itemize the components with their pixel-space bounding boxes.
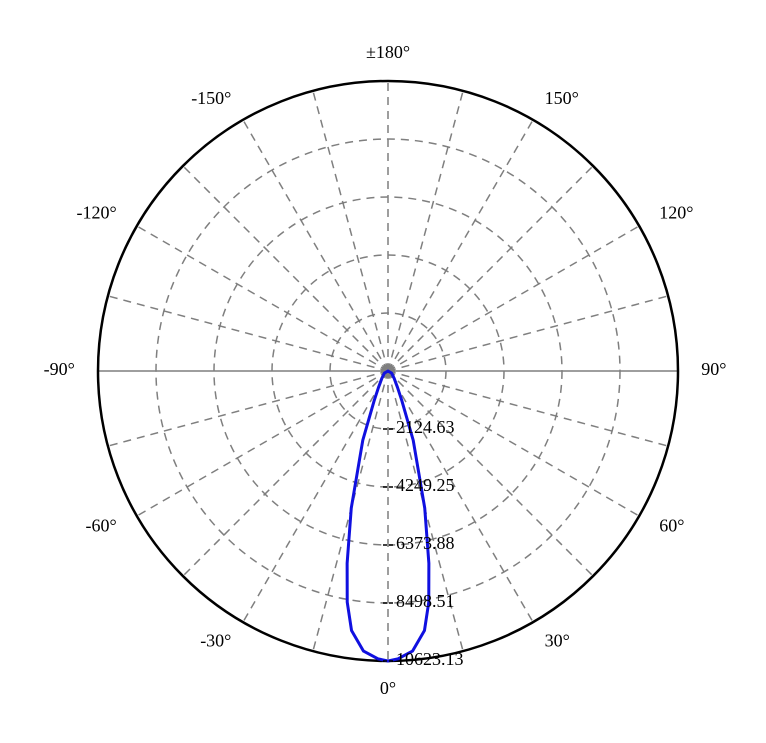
- angle-label: 120°: [659, 203, 693, 223]
- angle-label: -150°: [191, 88, 231, 108]
- angle-label: -90°: [44, 359, 75, 379]
- angle-label: 30°: [545, 630, 570, 650]
- radial-label: 6373.88: [396, 533, 455, 553]
- angle-label: -120°: [77, 203, 117, 223]
- angle-label: 90°: [701, 359, 726, 379]
- angle-label: 0°: [380, 678, 396, 698]
- angle-label: -60°: [86, 516, 117, 536]
- angle-label: -30°: [200, 630, 231, 650]
- angle-label: 150°: [545, 88, 579, 108]
- radial-label: 10623.13: [396, 649, 464, 669]
- angle-label: ±180°: [366, 42, 410, 62]
- radial-label: 8498.51: [396, 591, 455, 611]
- radial-label: 2124.63: [396, 417, 455, 437]
- radial-label: 4249.25: [396, 475, 455, 495]
- angle-label: 60°: [659, 516, 684, 536]
- polar-chart-svg: 0° 30° 60° 90° 120° 150° ±180° -150° -120° -90° -6…: [0, 0, 766, 738]
- polar-chart: 0° 30° 60° 90° 120° 150° ±180° -150° -120° -90° -6…: [0, 0, 766, 743]
